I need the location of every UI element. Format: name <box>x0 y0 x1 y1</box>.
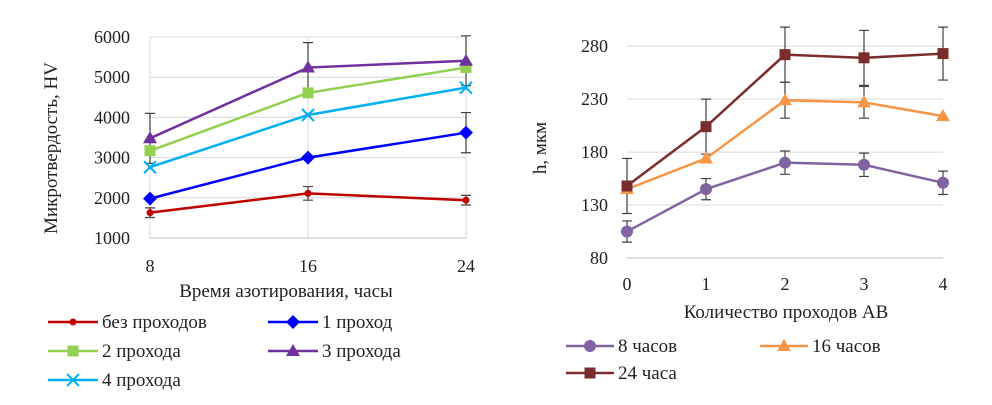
microhardness-chart: Микротвердость, HV Время азотирования, ч… <box>41 27 475 391</box>
data-point <box>459 53 473 66</box>
data-point <box>459 80 473 95</box>
chart2-y-axis-label: h, мкм <box>530 122 551 174</box>
data-point <box>699 151 713 164</box>
data-point <box>302 87 314 99</box>
data-point <box>778 93 792 106</box>
legend-label: 4 прохода <box>102 370 181 391</box>
data-point <box>143 131 157 144</box>
legend-marker <box>286 344 300 356</box>
data-point <box>936 109 950 122</box>
data-point <box>146 209 154 217</box>
chart1-x-axis-label: Время азотирования, часы <box>179 281 393 302</box>
legend-marker <box>584 367 596 379</box>
x-tick-label: 24 <box>457 256 475 276</box>
data-point <box>301 150 315 165</box>
depth-chart: h, мкм Количество проходов АВ 8013018023… <box>530 26 950 384</box>
y-tick-label: 1000 <box>94 228 130 248</box>
legend-marker <box>67 345 79 357</box>
legend-marker <box>584 340 596 352</box>
chart2-x-axis-label: Количество проходов АВ <box>684 302 889 323</box>
legend-label: 3 прохода <box>322 341 401 362</box>
data-point <box>937 48 949 60</box>
x-tick-label: 0 <box>623 274 632 294</box>
data-point <box>460 62 472 74</box>
data-point <box>621 225 633 238</box>
data-point <box>301 60 315 73</box>
data-point <box>700 121 712 133</box>
legend-label: 2 прохода <box>102 341 181 362</box>
data-point <box>779 49 791 61</box>
y-tick-label: 4000 <box>94 107 130 127</box>
y-tick-label: 2000 <box>94 188 130 208</box>
chart1-y-axis-label: Микротвердость, HV <box>41 62 62 234</box>
data-point <box>858 158 870 171</box>
y-tick-label: 6000 <box>94 27 130 47</box>
data-point <box>143 160 157 174</box>
data-point <box>700 183 712 196</box>
data-point <box>304 189 312 197</box>
x-tick-label: 16 <box>299 256 317 276</box>
y-tick-label: 130 <box>581 195 608 215</box>
legend-label: 1 проход <box>322 312 393 333</box>
data-point <box>621 180 633 192</box>
legend-label: без проходов <box>102 312 207 333</box>
data-point <box>462 196 470 204</box>
y-tick-label: 3000 <box>94 148 130 168</box>
legend-label: 16 часов <box>812 336 881 357</box>
legend-label: 24 часа <box>618 363 677 384</box>
data-point <box>857 95 871 108</box>
legend-marker <box>69 318 77 326</box>
data-point <box>144 145 156 157</box>
x-tick-label: 4 <box>939 274 948 294</box>
data-point <box>779 156 791 169</box>
y-tick-label: 80 <box>590 248 608 268</box>
y-tick-label: 5000 <box>94 67 130 87</box>
data-point <box>937 176 949 189</box>
legend-label: 8 часов <box>618 336 677 357</box>
x-tick-label: 8 <box>146 256 155 276</box>
y-tick-label: 280 <box>581 36 608 56</box>
legend-marker <box>66 373 80 387</box>
data-point <box>301 108 315 122</box>
data-point <box>858 52 870 64</box>
x-tick-label: 1 <box>702 274 711 294</box>
x-tick-label: 3 <box>860 274 869 294</box>
x-tick-label: 2 <box>781 274 790 294</box>
y-tick-label: 180 <box>581 142 608 162</box>
data-point <box>459 125 473 140</box>
legend-marker <box>777 339 791 351</box>
y-tick-label: 230 <box>581 89 608 109</box>
legend-marker <box>286 315 300 329</box>
data-point <box>143 191 157 206</box>
